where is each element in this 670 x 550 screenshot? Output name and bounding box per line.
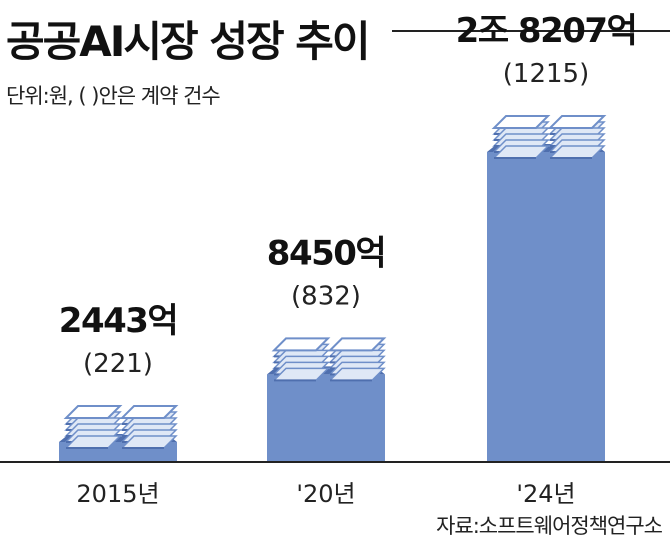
value-label-0: 2443억 — [59, 301, 177, 341]
x-tick-label-1: '20년 — [296, 480, 355, 508]
paper-top-0-right — [119, 405, 179, 419]
x-tick-label-0: 2015년 — [76, 480, 159, 508]
count-label-2: (1215) — [503, 59, 589, 89]
paper-top-2-left — [491, 115, 551, 129]
bar-2 — [487, 152, 605, 462]
value-label-1: 8450억 — [267, 233, 385, 273]
bar-1 — [267, 374, 385, 462]
paper-top-1-left — [271, 337, 331, 352]
chart-subtitle: 단위:원, ( )안은 계약 건수 — [6, 84, 221, 108]
paper-top-1-right — [327, 337, 387, 352]
source-note: 자료:소프트웨어정책연구소 — [436, 514, 663, 538]
chart-title: 공공AI시장 성장 추이 — [6, 17, 370, 66]
count-label-1: (832) — [291, 281, 361, 311]
x-tick-label-2: '24년 — [516, 480, 575, 508]
paper-top-0-left — [63, 405, 123, 419]
paper-top-2-right — [547, 115, 607, 129]
title-divider — [392, 30, 670, 32]
count-label-0: (221) — [83, 349, 153, 379]
value-label-2: 2조 8207억 — [456, 11, 637, 51]
